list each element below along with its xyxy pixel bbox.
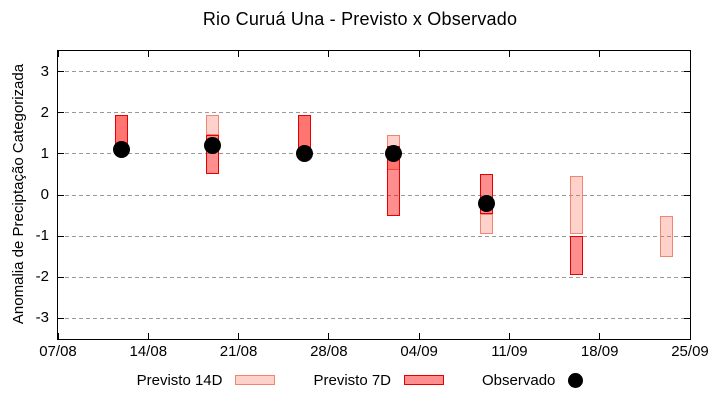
y-tick-label: -3 (35, 309, 49, 327)
forecast-box-14d (206, 114, 220, 136)
legend-item-previsto-14d: Previsto 14D (137, 372, 276, 389)
legend-label-previsto-14d: Previsto 14D (136, 371, 223, 389)
y-tick-label: -2 (35, 268, 49, 286)
gridline-y-1 (58, 235, 690, 237)
x-tick-bottom (147, 333, 149, 339)
x-tick-bottom (238, 333, 240, 339)
y-tick-label: -1 (35, 227, 49, 245)
gridline-y2 (58, 112, 690, 114)
y-tick-right (684, 276, 690, 278)
legend-swatch-14d-box (235, 375, 276, 385)
x-tick-bottom (508, 333, 510, 339)
y-tick-right (684, 71, 690, 73)
x-tick-label: 04/09 (400, 343, 438, 360)
gridline-y0 (58, 194, 690, 196)
y-tick-right (684, 153, 690, 155)
x-tick-top (328, 51, 330, 57)
plot-area (57, 50, 691, 340)
y-tick-left (58, 276, 64, 278)
x-tick-label: 11/09 (491, 343, 528, 360)
chart-title: Rio Curuá Una - Previsto x Observado (202, 9, 518, 29)
forecast-box-14d (569, 176, 583, 235)
y-tick-label: 0 (40, 186, 49, 203)
y-tick-right (684, 194, 690, 196)
y-tick-left (58, 235, 64, 237)
observed-dot (113, 141, 131, 159)
x-tick-bottom (57, 333, 59, 339)
x-tick-top (147, 51, 149, 57)
observed-dot (295, 145, 313, 163)
y-tick-label: 2 (40, 103, 49, 121)
x-tick-top (418, 51, 420, 57)
gridline-y-2 (58, 276, 690, 278)
y-tick-left (58, 71, 64, 73)
y-tick-label: 1 (40, 144, 49, 162)
y-tick-left (58, 153, 64, 155)
forecast-box-14d (660, 215, 674, 257)
observed-dot (204, 137, 222, 155)
forecast-box-14d (479, 213, 493, 235)
x-tick-top (599, 51, 601, 57)
x-tick-label: 14/08 (129, 343, 168, 360)
x-tick-top (57, 51, 59, 57)
y-tick-left (58, 112, 64, 114)
forecast-box-7d (569, 236, 583, 276)
observed-dot (477, 194, 495, 212)
x-tick-label: 21/08 (219, 343, 258, 360)
gridline-y3 (58, 71, 690, 73)
x-tick-top (689, 51, 691, 57)
y-tick-right (684, 112, 690, 114)
y-tick-left (58, 194, 64, 196)
observed-dot (384, 145, 402, 163)
x-tick-bottom (328, 333, 330, 339)
legend-item-observado: Observado (482, 371, 584, 389)
legend-swatch-7d-box (404, 375, 445, 385)
legend-label-observado: Observado (482, 371, 556, 389)
legend-label-previsto-7d: Previsto 7D (313, 371, 392, 389)
legend-swatch-observado-dot (568, 372, 584, 388)
y-tick-left (58, 317, 64, 319)
y-tick-label: 3 (40, 62, 49, 80)
x-tick-bottom (689, 333, 691, 339)
x-tick-label: 18/09 (580, 343, 619, 360)
x-tick-bottom (599, 333, 601, 339)
x-tick-label: 28/08 (310, 343, 348, 360)
x-tick-label: 25/09 (671, 343, 709, 360)
x-tick-top (508, 51, 510, 57)
x-tick-bottom (418, 333, 420, 339)
y-tick-right (684, 235, 690, 237)
legend-item-previsto-7d: Previsto 7D (313, 371, 445, 389)
x-tick-top (238, 51, 240, 57)
x-tick-label: 07/08 (39, 343, 77, 360)
gridline-y-3 (58, 317, 690, 319)
gridline-y1 (58, 153, 690, 155)
y-tick-right (684, 317, 690, 319)
legend: Previsto 14D Previsto 7D Observado (0, 367, 720, 393)
